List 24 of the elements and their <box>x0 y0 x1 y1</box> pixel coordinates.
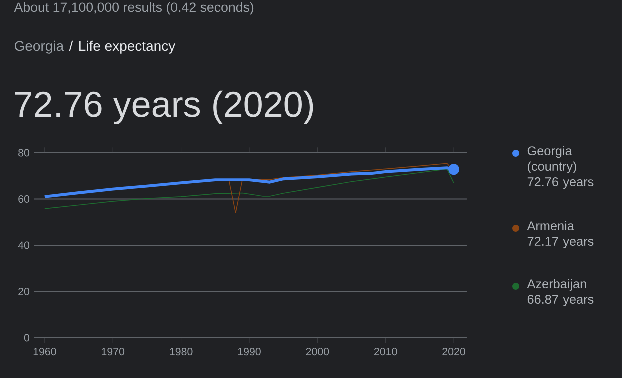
text: 72.17 years <box>528 237 594 249</box>
y-tick-label: 60 <box>18 195 30 204</box>
x-tick-label: 1970 <box>102 348 125 356</box>
x-tick-label: 2000 <box>306 348 330 356</box>
x-tick-label: 1990 <box>238 348 261 356</box>
y-tick-label: 40 <box>18 242 30 250</box>
text: 66.87 years <box>528 295 594 307</box>
y-tick-label: 0 <box>24 334 30 342</box>
text: Georgia <box>14 40 64 54</box>
x-tick-label: 2020 <box>442 348 466 356</box>
chart-title: Life expectancy <box>80 40 176 54</box>
x-tick-label: 2010 <box>374 348 398 356</box>
x-tick-label: 1960 <box>34 348 56 356</box>
legend-label: Armenia <box>527 221 574 231</box>
y-tick-label: 80 <box>18 149 30 157</box>
chart-subtitle: 72.76 years (2020) <box>15 90 314 124</box>
line-series <box>44 168 454 210</box>
y-tick-label: 20 <box>18 288 30 296</box>
x-tick-label: 1980 <box>170 348 193 356</box>
legend-label: Azerbaijan <box>527 279 586 292</box>
text: About 17,100,000 results (0.42 seconds) <box>14 2 254 15</box>
legend-label: Georgia (country) <box>528 146 576 174</box>
text: 72.76 years <box>528 178 594 189</box>
text: / <box>69 40 74 52</box>
